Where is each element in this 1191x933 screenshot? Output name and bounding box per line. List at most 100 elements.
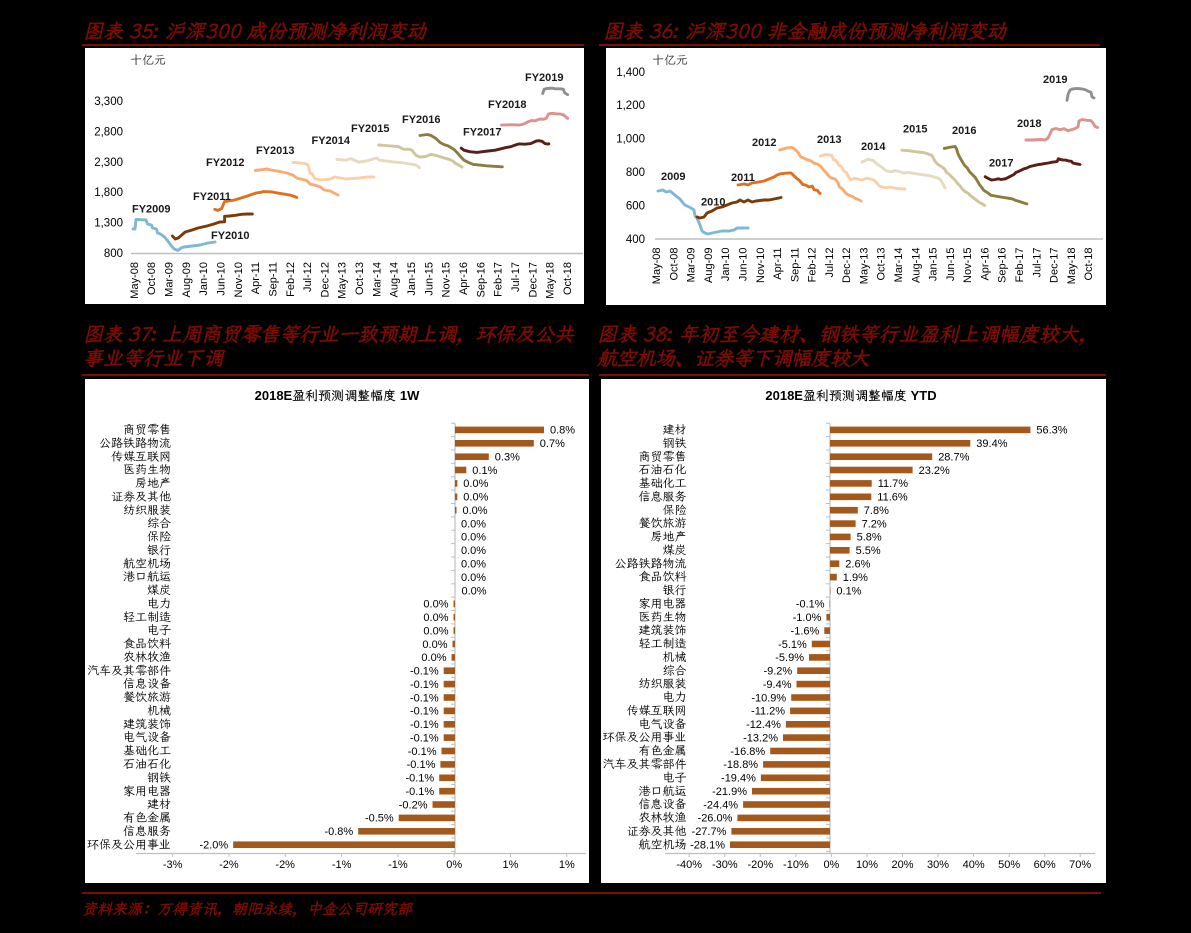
svg-text:0.0%: 0.0% xyxy=(463,492,488,504)
svg-text:Aug-09: Aug-09 xyxy=(181,262,193,297)
svg-text:信息设备: 信息设备 xyxy=(638,797,686,812)
svg-text:1%: 1% xyxy=(503,859,519,871)
svg-text:1%: 1% xyxy=(559,859,575,871)
svg-text:港口航运: 港口航运 xyxy=(638,784,686,799)
svg-text:电力: 电力 xyxy=(147,596,171,611)
svg-text:港口航运: 港口航运 xyxy=(123,570,171,585)
svg-text:28.7%: 28.7% xyxy=(938,452,969,464)
svg-text:1,200: 1,200 xyxy=(616,100,645,112)
svg-text:轻工制造: 轻工制造 xyxy=(123,610,171,625)
svg-text:Apr-11: Apr-11 xyxy=(250,262,262,294)
svg-text:0.0%: 0.0% xyxy=(422,639,447,651)
svg-text:-16.8%: -16.8% xyxy=(730,746,765,758)
svg-text:纺织服装: 纺织服装 xyxy=(123,503,171,518)
svg-text:FY2010: FY2010 xyxy=(211,230,250,242)
svg-text:建材: 建材 xyxy=(147,797,171,812)
svg-text:0.0%: 0.0% xyxy=(461,559,486,571)
svg-text:-0.5%: -0.5% xyxy=(365,813,394,825)
svg-text:FY2009: FY2009 xyxy=(132,204,171,216)
svg-text:-0.1%: -0.1% xyxy=(410,732,439,744)
svg-text:1,000: 1,000 xyxy=(616,134,645,146)
svg-text:公路铁路物流: 公路铁路物流 xyxy=(99,436,171,451)
svg-text:-2.0%: -2.0% xyxy=(199,840,228,852)
svg-text:Oct-13: Oct-13 xyxy=(354,262,366,295)
svg-text:Sep-16: Sep-16 xyxy=(475,262,487,297)
svg-text:0.0%: 0.0% xyxy=(461,545,486,557)
svg-text:2,300: 2,300 xyxy=(94,157,123,169)
svg-text:0%: 0% xyxy=(446,859,462,871)
svg-text:食品饮料: 食品饮料 xyxy=(638,570,687,585)
svg-text:600: 600 xyxy=(626,200,645,212)
svg-text:0.0%: 0.0% xyxy=(461,518,486,530)
svg-text:传媒互联网: 传媒互联网 xyxy=(111,449,171,464)
svg-text:Sep-11: Sep-11 xyxy=(268,262,280,297)
svg-text:煤炭: 煤炭 xyxy=(147,583,171,598)
svg-text:Feb-17: Feb-17 xyxy=(1014,248,1026,283)
svg-text:环保及公用事业: 环保及公用事业 xyxy=(87,837,171,852)
svg-text:证券及其他: 证券及其他 xyxy=(626,824,686,839)
svg-text:FY2019: FY2019 xyxy=(525,72,564,84)
svg-text:Dec-12: Dec-12 xyxy=(319,262,331,297)
svg-text:纺织服装: 纺织服装 xyxy=(638,677,686,692)
svg-text:银行: 银行 xyxy=(662,583,686,598)
svg-text:-20%: -20% xyxy=(747,859,773,871)
svg-text:-1%: -1% xyxy=(388,859,408,871)
svg-text:-12.4%: -12.4% xyxy=(746,719,781,731)
svg-text:银行: 银行 xyxy=(147,543,171,558)
svg-text:Jan-10: Jan-10 xyxy=(198,262,210,296)
svg-text:FY2013: FY2013 xyxy=(256,145,295,157)
svg-text:2010: 2010 xyxy=(701,197,725,209)
svg-text:400: 400 xyxy=(626,234,645,246)
svg-text:0.0%: 0.0% xyxy=(463,505,488,517)
svg-text:汽车及其零部件: 汽车及其零部件 xyxy=(87,663,171,678)
svg-text:Oct-18: Oct-18 xyxy=(1083,248,1095,281)
svg-text:Jul-17: Jul-17 xyxy=(1031,248,1043,278)
svg-text:Jan-15: Jan-15 xyxy=(928,248,940,282)
svg-text:30%: 30% xyxy=(927,859,949,871)
svg-text:-3%: -3% xyxy=(163,859,183,871)
svg-text:2019: 2019 xyxy=(1043,74,1067,86)
svg-text:-1%: -1% xyxy=(332,859,352,871)
svg-text:0.3%: 0.3% xyxy=(495,452,520,464)
svg-text:Nov-10: Nov-10 xyxy=(755,248,767,283)
svg-text:0.0%: 0.0% xyxy=(423,599,448,611)
svg-text:石油石化: 石油石化 xyxy=(123,757,171,772)
svg-text:Mar-09: Mar-09 xyxy=(164,262,176,297)
svg-text:商贸零售: 商贸零售 xyxy=(638,449,686,464)
svg-text:Jun-10: Jun-10 xyxy=(738,248,750,282)
svg-text:农林牧渔: 农林牧渔 xyxy=(638,811,687,826)
svg-text:-11.2%: -11.2% xyxy=(751,706,785,718)
svg-text:50%: 50% xyxy=(998,859,1020,871)
svg-text:40%: 40% xyxy=(963,859,985,871)
svg-text:-5.9%: -5.9% xyxy=(775,652,804,664)
svg-text:2017: 2017 xyxy=(989,158,1013,170)
svg-text:2009: 2009 xyxy=(661,171,685,183)
svg-text:60%: 60% xyxy=(1034,859,1056,871)
svg-text:Aug-14: Aug-14 xyxy=(389,262,401,297)
svg-text:农林牧渔: 农林牧渔 xyxy=(123,650,172,665)
svg-text:56.3%: 56.3% xyxy=(1036,425,1067,437)
svg-text:FY2014: FY2014 xyxy=(312,135,351,147)
svg-text:Nov-10: Nov-10 xyxy=(233,262,245,297)
svg-text:机械: 机械 xyxy=(147,704,171,719)
svg-text:FY2017: FY2017 xyxy=(463,127,502,139)
svg-text:Dec-17: Dec-17 xyxy=(1049,248,1061,283)
svg-text:Dec-17: Dec-17 xyxy=(527,262,539,297)
svg-text:0%: 0% xyxy=(823,859,839,871)
svg-text:May-18: May-18 xyxy=(545,262,557,299)
svg-text:-27.7%: -27.7% xyxy=(692,826,727,838)
svg-text:机械: 机械 xyxy=(662,650,686,665)
svg-text:建材: 建材 xyxy=(662,423,686,438)
svg-text:Mar-09: Mar-09 xyxy=(686,248,698,283)
svg-text:-30%: -30% xyxy=(712,859,738,871)
svg-text:家用电器: 家用电器 xyxy=(123,784,171,799)
svg-text:钢铁: 钢铁 xyxy=(147,770,171,785)
svg-text:航空机场: 航空机场 xyxy=(638,837,686,852)
svg-text:食品饮料: 食品饮料 xyxy=(123,637,172,652)
svg-text:房地产: 房地产 xyxy=(650,530,686,545)
svg-text:May-13: May-13 xyxy=(859,248,871,285)
svg-text:Mar-14: Mar-14 xyxy=(371,262,383,297)
svg-text:医药生物: 医药生物 xyxy=(638,610,686,625)
svg-text:-21.9%: -21.9% xyxy=(712,786,747,798)
svg-text:-19.4%: -19.4% xyxy=(721,773,756,785)
